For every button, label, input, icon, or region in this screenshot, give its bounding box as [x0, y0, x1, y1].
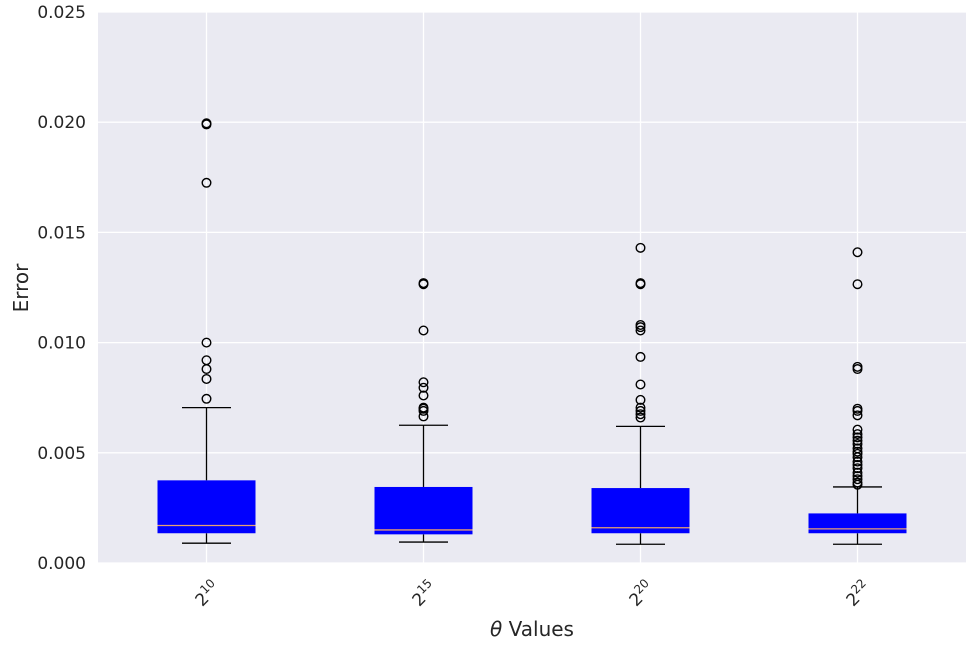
box-group: [808, 247, 907, 545]
y-tick-labels: 0.000 0.005 0.010 0.015 0.020 0.025: [37, 3, 86, 574]
outlier-point: [852, 477, 863, 488]
y-tick-label: 0.025: [37, 3, 86, 23]
outlier-point: [852, 438, 863, 449]
y-tick-label: 0.010: [37, 334, 86, 354]
outlier-point: [201, 373, 212, 384]
outlier-point: [852, 470, 863, 481]
outlier-point: [852, 459, 863, 470]
outlier-point: [635, 319, 646, 330]
y-tick-label: 0.020: [37, 113, 86, 133]
outlier-point: [852, 361, 863, 372]
x-tick-labels: 210 215 220 222: [190, 576, 876, 611]
iqr-box: [157, 480, 256, 534]
outlier-point: [852, 403, 863, 414]
x-tick-label: 210: [190, 576, 225, 611]
y-tick-label: 0.015: [37, 223, 86, 243]
x-axis-label-symbol: θ: [490, 617, 502, 641]
x-axis-label: θ Values: [490, 617, 574, 641]
outlier-point: [635, 402, 646, 413]
outlier-point: [635, 325, 646, 336]
outlier-point: [635, 409, 646, 420]
x-tick-label: 215: [407, 576, 442, 611]
outlier-point: [635, 412, 646, 423]
boxes-layer: [157, 118, 907, 545]
outlier-point: [852, 474, 863, 485]
outlier-point: [635, 351, 646, 362]
outlier-point: [852, 247, 863, 258]
outlier-point: [418, 377, 429, 388]
iqr-box: [591, 488, 690, 534]
y-axis-label: Error: [9, 263, 33, 313]
outlier-point: [852, 410, 863, 421]
outlier-point: [201, 177, 212, 188]
outlier-point: [635, 394, 646, 405]
outlier-point: [635, 405, 646, 416]
outlier-point: [418, 402, 429, 413]
outlier-point: [635, 278, 646, 289]
outlier-point: [852, 429, 863, 440]
outlier-point: [852, 467, 863, 478]
outlier-point: [201, 393, 212, 404]
outlier-point: [852, 432, 863, 443]
box-group: [591, 242, 690, 545]
outlier-point: [418, 382, 429, 393]
outlier-point: [418, 278, 429, 289]
outlier-point: [852, 424, 863, 435]
x-tick-label: 222: [841, 576, 876, 611]
outlier-point: [852, 435, 863, 446]
outlier-point: [201, 355, 212, 366]
iqr-box: [808, 513, 907, 534]
box-group: [157, 118, 256, 544]
y-tick-label: 0.000: [37, 554, 86, 574]
outlier-point: [852, 443, 863, 454]
outlier-point: [635, 242, 646, 253]
x-tick-label: 220: [624, 576, 659, 611]
outlier-point: [852, 279, 863, 290]
plot-background: [98, 12, 966, 563]
outlier-point: [852, 446, 863, 457]
iqr-box: [374, 486, 473, 535]
outlier-point: [418, 325, 429, 336]
box-group: [374, 278, 473, 543]
outlier-point: [852, 463, 863, 474]
outlier-point: [635, 379, 646, 390]
outlier-point: [852, 456, 863, 467]
x-axis-label-text: Values: [502, 617, 574, 641]
outlier-point: [201, 118, 212, 129]
outlier-point: [201, 337, 212, 348]
outlier-point: [418, 390, 429, 401]
y-tick-label: 0.005: [37, 444, 86, 464]
